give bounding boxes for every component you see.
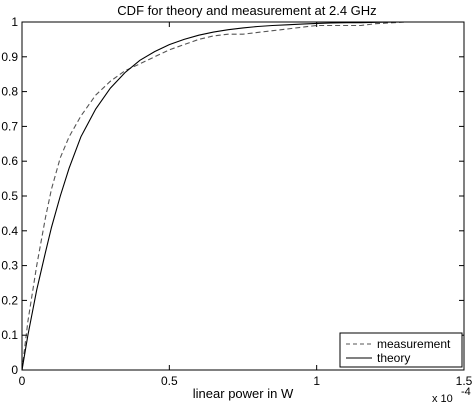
plot-frame [21,21,465,371]
x-tick-label: 1 [313,374,320,388]
y-tick-label: 0 [11,363,18,377]
y-tick-label: 0.7 [1,119,18,133]
x-multiplier-exponent: -4 [461,386,471,398]
x-multiplier: x 10 -4 [432,386,471,405]
y-tick-label: 0.3 [1,259,18,273]
y-tick-label: 0.5 [1,189,18,203]
x-tick-label: 1.5 [456,374,473,388]
series-line-theory [21,21,435,371]
y-tick-label: 0.9 [1,50,18,64]
y-tick-label: 0.4 [1,224,18,238]
series-layer [21,21,435,371]
y-tick-label: 0.2 [1,293,18,307]
legend-label-theory: theory [377,351,410,365]
x-multiplier-base: x 10 [432,393,453,405]
y-tick-label: 1 [11,15,18,29]
legend: measurement theory [339,332,463,368]
y-tick-label: 0.8 [1,85,18,99]
tick-layer: 0 0.5 1 1.5 0 0.1 0.2 0.3 0.4 0.5 0.6 0.7 0.8 0.9 1 [1,15,472,388]
legend-label-measurement: measurement [377,337,451,351]
chart-title: CDF for theory and measurement at 2.4 GH… [117,3,376,18]
x-tick-label: 0.5 [161,374,178,388]
y-tick-label: 0.1 [1,328,18,342]
series-line-measurement [21,21,435,371]
x-tick-label: 0 [19,374,26,388]
y-tick-label: 0.6 [1,154,18,168]
legend-box [339,332,463,368]
x-axis-label: linear power in W [193,386,294,401]
